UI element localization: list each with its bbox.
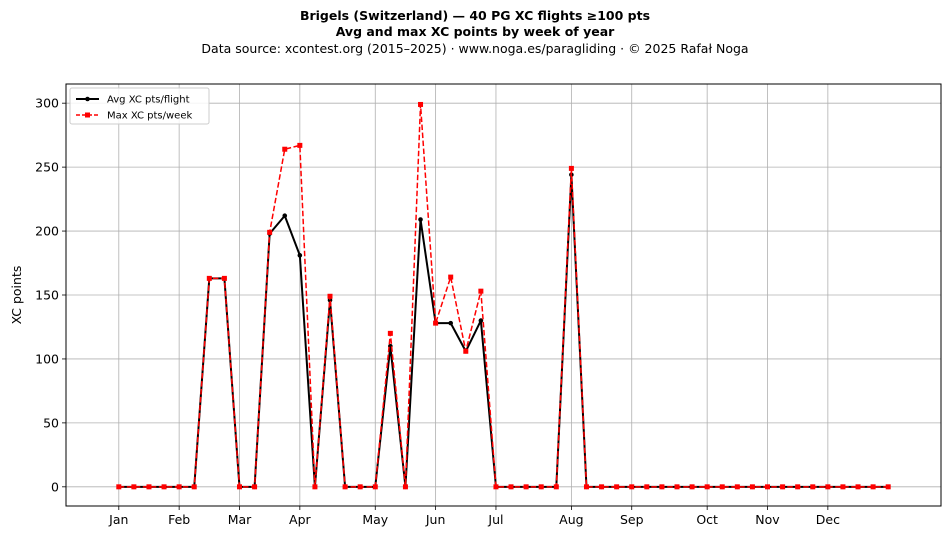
data-point-max-xc-pts-week bbox=[146, 484, 152, 490]
data-point-avg-xc-pts-flight bbox=[448, 320, 453, 326]
data-point-max-xc-pts-week bbox=[870, 484, 876, 490]
data-point-avg-xc-pts-flight bbox=[282, 213, 288, 219]
data-point-max-xc-pts-week bbox=[221, 275, 227, 281]
data-point-max-xc-pts-week bbox=[312, 484, 318, 490]
data-point-max-xc-pts-week bbox=[448, 274, 454, 280]
data-point-max-xc-pts-week bbox=[418, 101, 424, 107]
data-point-max-xc-pts-week bbox=[508, 484, 514, 490]
data-point-max-xc-pts-week bbox=[463, 348, 469, 354]
data-point-avg-xc-pts-flight bbox=[478, 318, 484, 323]
data-point-max-xc-pts-week bbox=[252, 484, 258, 490]
data-point-max-xc-pts-week bbox=[478, 288, 484, 294]
data-point-max-xc-pts-week bbox=[583, 484, 589, 490]
x-tick-label: May bbox=[362, 512, 388, 527]
x-tick-label: Aug bbox=[559, 512, 583, 527]
legend-marker bbox=[85, 96, 90, 102]
data-point-avg-xc-pts-flight bbox=[327, 297, 333, 303]
series-line-avg-xc-pts-flight bbox=[118, 173, 889, 488]
x-tick-label: Nov bbox=[755, 512, 780, 527]
data-point-max-xc-pts-week bbox=[523, 484, 529, 490]
data-point-max-xc-pts-week bbox=[749, 484, 755, 490]
data-point-max-xc-pts-week bbox=[342, 484, 348, 490]
legend-box bbox=[69, 87, 210, 125]
data-point-max-xc-pts-week bbox=[674, 484, 680, 490]
data-point-max-xc-pts-week bbox=[206, 275, 212, 281]
data-point-max-xc-pts-week bbox=[387, 330, 393, 336]
x-tick-label: Jan bbox=[108, 512, 128, 527]
data-point-max-xc-pts-week bbox=[599, 484, 605, 490]
legend-marker bbox=[85, 112, 90, 118]
x-tick-label: Sep bbox=[620, 512, 644, 527]
x-tick-label: Mar bbox=[228, 512, 252, 527]
chart-header: Brigels (Switzerland) — 40 PG XC flights… bbox=[0, 8, 950, 57]
data-point-max-xc-pts-week bbox=[357, 484, 363, 490]
data-point-max-xc-pts-week bbox=[568, 165, 574, 171]
data-point-max-xc-pts-week bbox=[614, 484, 620, 490]
data-point-max-xc-pts-week bbox=[780, 484, 786, 490]
data-point-max-xc-pts-week bbox=[131, 484, 137, 490]
data-point-max-xc-pts-week bbox=[689, 484, 695, 490]
data-point-max-xc-pts-week bbox=[327, 293, 333, 299]
data-point-max-xc-pts-week bbox=[236, 484, 242, 490]
y-tick-label: 50 bbox=[43, 415, 59, 430]
data-point-max-xc-pts-week bbox=[719, 484, 725, 490]
series-layer bbox=[116, 101, 891, 490]
data-point-max-xc-pts-week bbox=[885, 484, 891, 490]
x-tick-label: Feb bbox=[168, 512, 190, 527]
data-point-max-xc-pts-week bbox=[840, 484, 846, 490]
y-tick-label: 200 bbox=[35, 224, 59, 239]
data-point-max-xc-pts-week bbox=[297, 142, 303, 148]
legend-label: Avg XC pts/flight bbox=[107, 95, 190, 106]
data-point-max-xc-pts-week bbox=[765, 484, 771, 490]
data-point-max-xc-pts-week bbox=[267, 229, 273, 235]
y-tick-label: 300 bbox=[35, 96, 59, 111]
data-point-max-xc-pts-week bbox=[734, 484, 740, 490]
data-point-max-xc-pts-week bbox=[176, 484, 182, 490]
y-axis-label: XC points bbox=[9, 266, 24, 325]
series-line-max-xc-pts-week bbox=[118, 103, 889, 488]
chart-source: Data source: xcontest.org (2015–2025) · … bbox=[201, 41, 749, 56]
data-point-max-xc-pts-week bbox=[372, 484, 378, 490]
legend-label: Max XC pts/week bbox=[107, 111, 192, 122]
data-point-max-xc-pts-week bbox=[629, 484, 635, 490]
x-tick-label: Jun bbox=[425, 512, 446, 527]
data-point-max-xc-pts-week bbox=[538, 484, 544, 490]
y-tick-label: 150 bbox=[35, 288, 59, 303]
data-point-max-xc-pts-week bbox=[810, 484, 816, 490]
chart-subtitle: Avg and max XC points by week of year bbox=[335, 24, 615, 39]
data-point-max-xc-pts-week bbox=[191, 484, 197, 490]
data-point-avg-xc-pts-flight bbox=[297, 253, 303, 258]
x-tick-label: Dec bbox=[816, 512, 840, 527]
data-point-max-xc-pts-week bbox=[659, 484, 665, 490]
y-tick-label: 0 bbox=[51, 479, 59, 494]
data-point-max-xc-pts-week bbox=[282, 146, 288, 152]
y-tick-label: 100 bbox=[35, 351, 59, 366]
data-point-avg-xc-pts-flight bbox=[418, 217, 423, 222]
x-tick-label: Apr bbox=[289, 512, 311, 527]
axes: Jan Feb Mar Apr May Jun Jul Aug Sep Oct Nov Dec 0 50 1… bbox=[35, 96, 840, 527]
data-point-max-xc-pts-week bbox=[116, 484, 122, 490]
chart-title: Brigels (Switzerland) — 40 PG XC flights… bbox=[299, 8, 651, 23]
x-tick-label: Jul bbox=[487, 512, 503, 527]
data-point-max-xc-pts-week bbox=[825, 484, 831, 490]
data-point-max-xc-pts-week bbox=[402, 484, 408, 490]
data-point-max-xc-pts-week bbox=[704, 484, 710, 490]
legend: Avg XC pts/flight Max XC pts/week bbox=[69, 87, 210, 125]
data-point-max-xc-pts-week bbox=[553, 484, 559, 490]
data-point-max-xc-pts-week bbox=[644, 484, 650, 490]
data-point-max-xc-pts-week bbox=[795, 484, 801, 490]
x-tick-label: Oct bbox=[696, 512, 718, 527]
data-point-max-xc-pts-week bbox=[855, 484, 861, 490]
y-tick-label: 250 bbox=[35, 160, 59, 175]
data-point-max-xc-pts-week bbox=[433, 320, 439, 326]
data-point-max-xc-pts-week bbox=[161, 484, 167, 490]
data-point-max-xc-pts-week bbox=[493, 484, 499, 490]
